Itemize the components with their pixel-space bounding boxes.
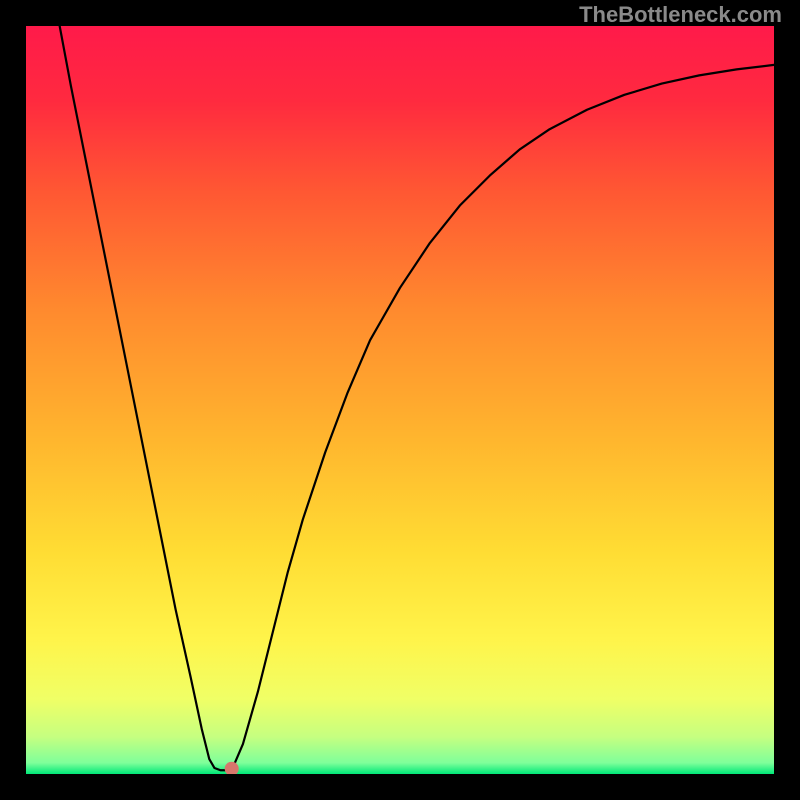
watermark-text: TheBottleneck.com — [579, 2, 782, 28]
chart-area — [26, 26, 774, 774]
bottleneck-chart — [26, 26, 774, 774]
chart-background — [26, 26, 774, 774]
